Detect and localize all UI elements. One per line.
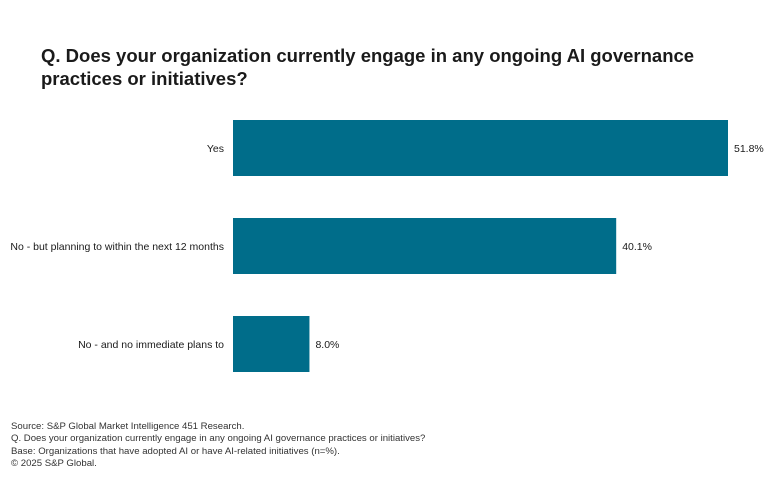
value-label-1: 51.8% [734, 143, 764, 155]
value-label-2: 40.1% [622, 241, 652, 253]
value-label-3: 8.0% [315, 339, 339, 351]
category-label-1: Yes [207, 143, 224, 155]
bar-3 [233, 316, 310, 372]
base-note: Base: Organizations that have adopted AI… [11, 445, 340, 457]
category-label-2: No - but planning to within the next 12 … [10, 241, 224, 253]
copyright-note: © 2025 S&P Global. [11, 457, 97, 469]
source-note: Source: S&P Global Market Intelligence 4… [11, 421, 245, 432]
chart-title: Q. Does your organization currently enga… [41, 45, 695, 89]
question-note: Q. Does your organization currently enga… [11, 433, 426, 445]
category-label-3: No - and no immediate plans to [78, 339, 224, 351]
bar-2 [233, 218, 617, 274]
bar-1 [233, 120, 728, 176]
bar-chart: Yes 51.8% No - but planning to within the … [10, 120, 764, 372]
chart-footnotes: Source: S&P Global Market Intelligence 4… [11, 421, 425, 470]
